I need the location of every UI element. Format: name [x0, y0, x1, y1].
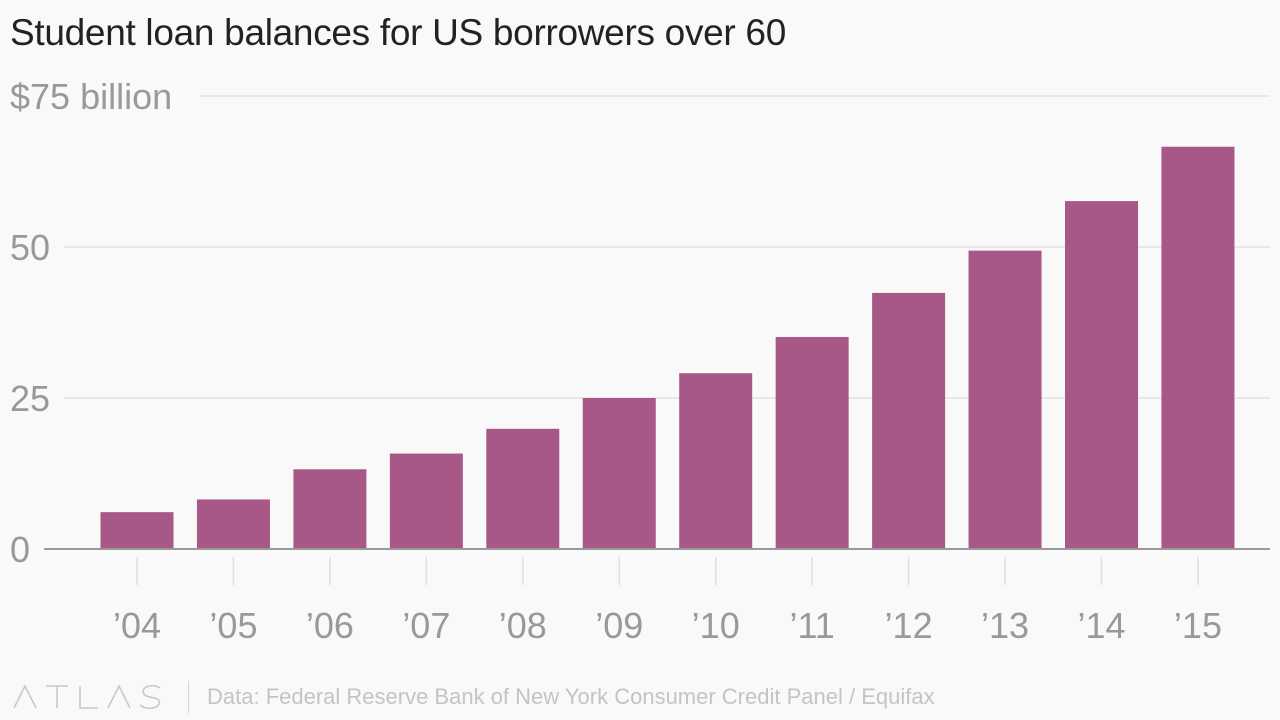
x-tick-label: ’05 [209, 605, 257, 646]
x-tick-label: ’13 [981, 605, 1029, 646]
x-tick-label: ’09 [595, 605, 643, 646]
bar [582, 398, 656, 549]
x-tick-label: ’10 [692, 605, 740, 646]
x-tick-label: ’12 [885, 605, 933, 646]
bar [1065, 201, 1138, 549]
atlas-logo-icon [13, 684, 161, 710]
bar [196, 499, 270, 549]
bar [872, 292, 946, 549]
bar [775, 336, 849, 549]
y-tick-label: $75 billion [10, 76, 172, 117]
x-tick-label: ’04 [113, 605, 161, 646]
x-tick-label: ’07 [402, 605, 450, 646]
x-tick-label: ’14 [1077, 605, 1125, 646]
bar-chart: 0 25 50 $75 billion ’04 ’05 ’06 ’07 ’08 ’09 ’10 ’11… [10, 76, 1270, 646]
data-source: Data: Federal Reserve Bank of New York C… [207, 684, 935, 709]
footer: Data: Federal Reserve Bank of New York C… [12, 680, 935, 714]
bar [968, 250, 1042, 549]
bar [389, 453, 463, 549]
atlas-logo [12, 684, 164, 710]
y-tick-label: 0 [10, 529, 30, 570]
y-tick-label: 50 [10, 227, 50, 268]
chart-title: Student loan balances for US borrowers o… [10, 12, 786, 53]
bar [679, 373, 753, 549]
bar [486, 428, 560, 549]
y-tick-label: 25 [10, 378, 50, 419]
bar [100, 512, 174, 549]
bar [293, 469, 367, 549]
footer-divider [188, 681, 189, 713]
bar [1161, 146, 1235, 549]
x-tick-label: ’06 [306, 605, 354, 646]
x-tick-label: ’08 [499, 605, 547, 646]
x-tick-label: ’15 [1174, 605, 1222, 646]
x-tick-label: ’11 [789, 605, 834, 646]
